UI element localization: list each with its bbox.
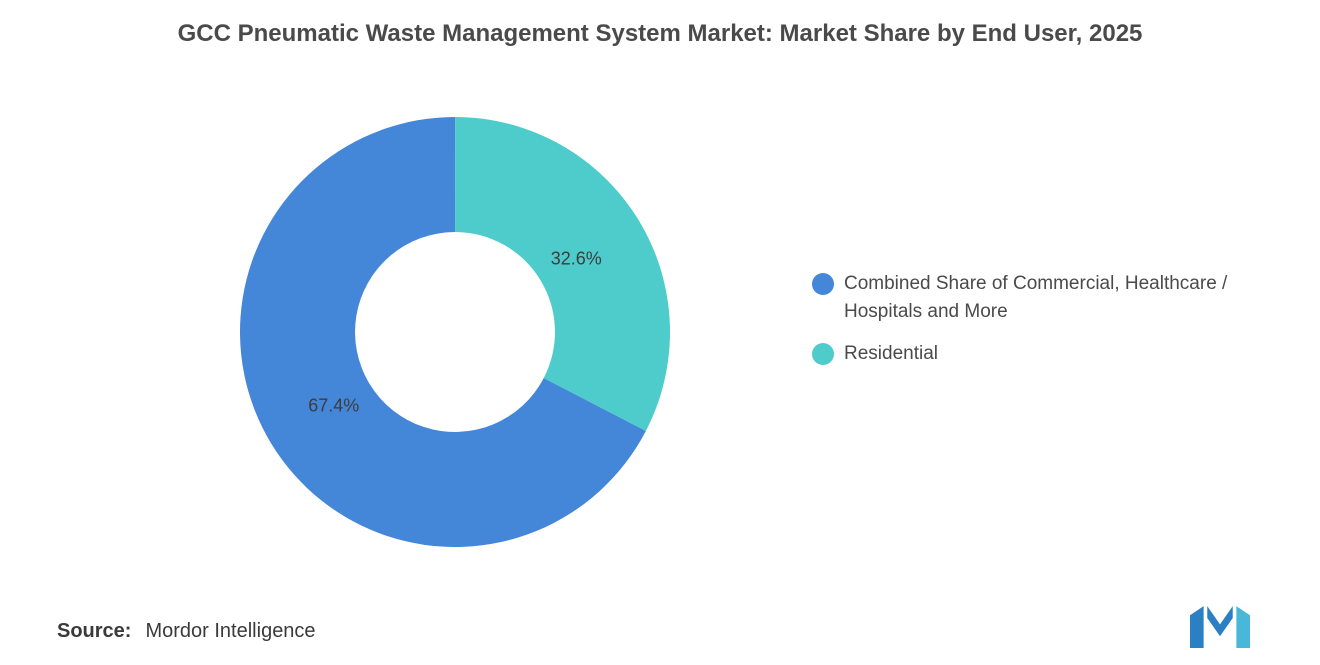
logo-middle-v — [1207, 606, 1233, 637]
legend-label-residential: Residential — [844, 343, 938, 364]
donut-chart: 67.4% 32.6% — [235, 112, 675, 552]
logo-left-bar — [1190, 606, 1204, 648]
donut-slice-1 — [240, 116, 646, 547]
legend-item-combined: Combined Share of Commercial, Healthcare… — [812, 270, 1284, 326]
legend-swatch-residential — [812, 343, 834, 365]
donut-slice-2 — [455, 117, 670, 431]
slice-label-2: 32.6% — [551, 248, 602, 268]
slice-label-1: 67.4% — [308, 396, 359, 416]
legend-swatch-combined — [812, 273, 834, 295]
mordor-intelligence-logo — [1190, 606, 1250, 648]
legend-label-combined: Combined Share of Commercial, Healthcare… — [844, 273, 1228, 322]
source-label: Source: — [57, 620, 132, 642]
legend: Combined Share of Commercial, Healthcare… — [812, 270, 1284, 382]
source-line: Source: Mordor Intelligence — [57, 620, 316, 643]
source-value: Mordor Intelligence — [145, 620, 316, 642]
legend-item-residential: Residential — [812, 340, 1284, 368]
chart-title: GCC Pneumatic Waste Management System Ma… — [177, 20, 1143, 47]
logo-right-bar — [1236, 606, 1250, 648]
donut-chart-svg: 67.4% 32.6% — [240, 116, 670, 547]
